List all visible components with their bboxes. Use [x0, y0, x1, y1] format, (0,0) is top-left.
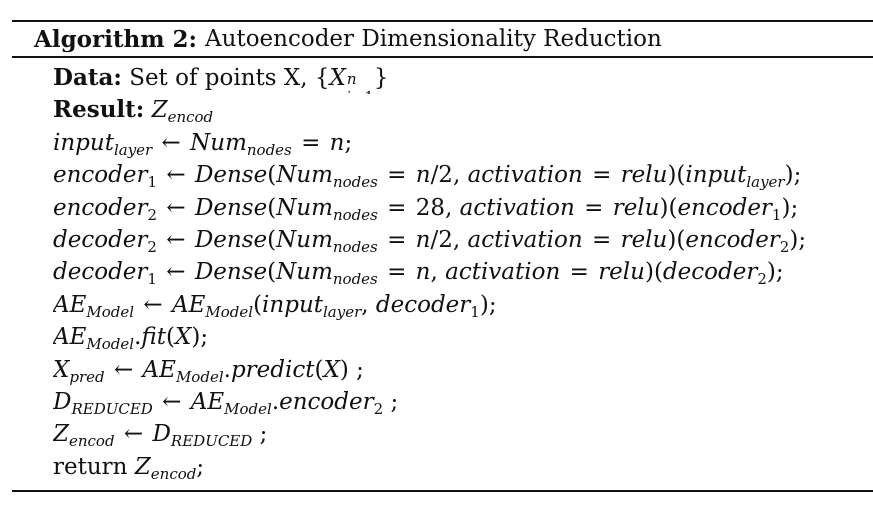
data-line: Data: Set of points X, {Xni=1} — [53, 62, 873, 94]
step-input-layer: inputlayer ← Numnodes = n; — [53, 129, 353, 159]
algorithm-body: Data: Set of points X, {Xni=1} Result: Z… — [12, 58, 873, 490]
top-rule — [12, 20, 873, 22]
bottom-rule — [12, 490, 873, 492]
step-decoder-2: decoder2 ← Dense(Numnodes = n/2, activat… — [53, 226, 807, 256]
step-zencod: Zencod ← DREDUCED ; — [53, 421, 268, 451]
algorithm-label: Algorithm 2: — [34, 25, 198, 53]
data-label: Data: — [53, 64, 122, 91]
algorithm-header: Algorithm 2: Autoencoder Dimensionality … — [12, 22, 873, 56]
step-fit: AEModel.fit(X); — [53, 324, 209, 354]
return-keyword: return — [53, 453, 128, 480]
result-label: Result: — [53, 96, 145, 124]
step-ae-model: AEModel ← AEModel(inputlayer, decoder1); — [53, 291, 497, 321]
result-line: Result: Zencod — [53, 96, 214, 127]
data-set-formula: {Xni=1} — [314, 65, 389, 94]
algorithm-title: Autoencoder Dimensionality Reduction — [205, 26, 662, 52]
step-reduced: DREDUCED ← AEModel.encoder2 ; — [53, 388, 399, 418]
step-return: return Zencod; — [53, 453, 205, 483]
step-predict: Xpred ← AEModel.predict(X) ; — [53, 356, 364, 386]
step-encoder-1: encoder1 ← Dense(Numnodes = n/2, activat… — [53, 162, 802, 192]
step-decoder-1: decoder1 ← Dense(Numnodes = n, activatio… — [53, 259, 784, 289]
step-encoder-2: encoder2 ← Dense(Numnodes = 28, activati… — [53, 194, 799, 224]
header-rule — [12, 56, 873, 58]
data-text: Set of points X, — [129, 65, 308, 91]
algorithm-block: Algorithm 2: Autoencoder Dimensionality … — [12, 20, 873, 492]
